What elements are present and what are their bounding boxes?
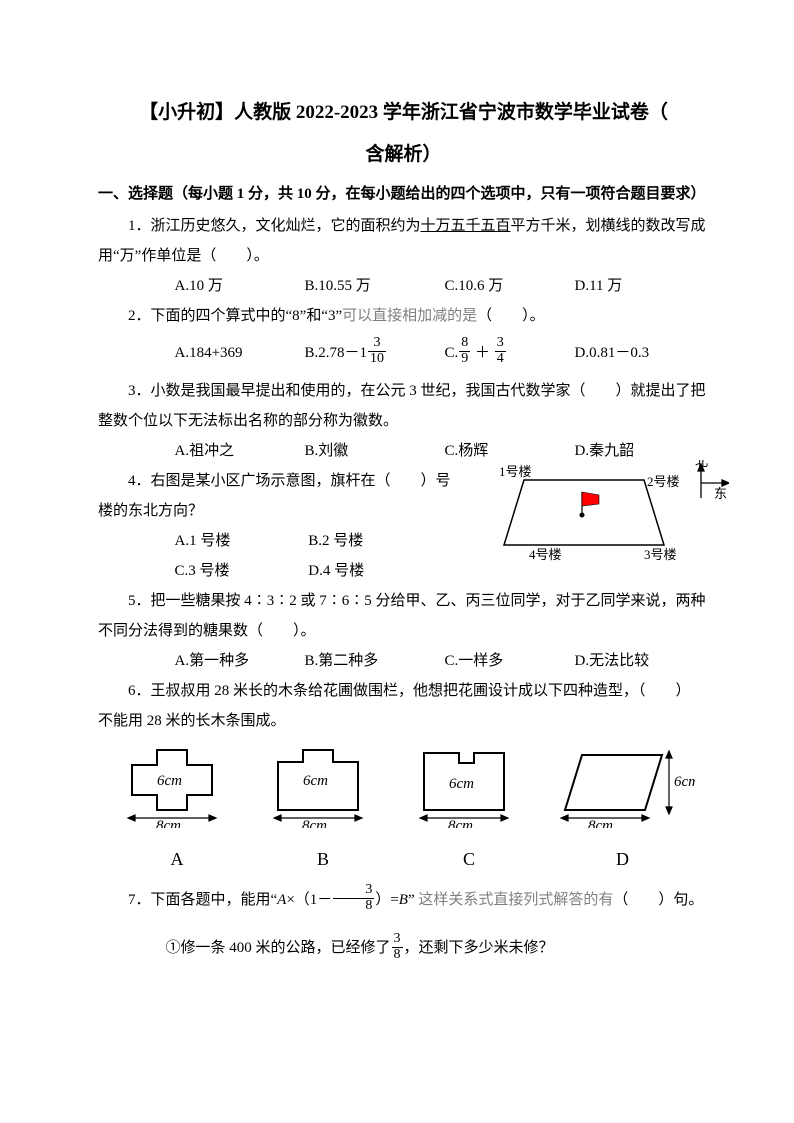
q5-options: A.第一种多 B.第二种多 C.一样多 D.无法比较 xyxy=(98,646,709,676)
q1-text-a: 1．浙江历史悠久，文化灿烂，它的面积约为 xyxy=(128,218,421,234)
compass-east: 东 xyxy=(714,486,727,501)
shape-a-label: A xyxy=(112,841,242,877)
q4-label-1: 1号楼 xyxy=(499,464,532,479)
q4-label-2: 2号楼 xyxy=(647,474,680,489)
shape-c-w: 8cm xyxy=(448,818,473,828)
frac-den: 8 xyxy=(333,899,374,914)
frac-num: 3 xyxy=(392,932,403,948)
q1-opt-c: C.10.6 万 xyxy=(445,271,575,301)
q5-opt-d: D.无法比较 xyxy=(575,646,675,676)
frac-num: 3 xyxy=(333,883,374,899)
q1-text-b: 平方千米，划横线的数改写成 xyxy=(511,218,706,234)
section-1-header: 一、选择题（每小题 1 分，共 10 分，在每小题给出的四个选项中，只有一项符合… xyxy=(98,179,709,211)
q2-options: A.184+369 B.2.78－1310 C.89 ＋ 34 D.0.81－0… xyxy=(98,331,709,376)
shape-c-h: 6cm xyxy=(449,776,474,792)
q6-shapes: 6cm 8cm A 6cm xyxy=(98,736,709,877)
q7-frac: 38 xyxy=(333,883,374,913)
q3-opt-b: B.刘徽 xyxy=(305,436,445,466)
q2-line1: 2．下面的四个算式中的“8”和“3”可以直接相加减的是（ ）。 xyxy=(98,301,709,331)
frac-den: 8 xyxy=(392,948,403,963)
q1-options: A.10 万 B.10.55 万 C.10.6 万 D.11 万 xyxy=(98,271,709,301)
q4-opt-a: A.1 号楼 xyxy=(175,526,305,556)
frac-den: 4 xyxy=(495,352,506,367)
q1-line2: 用“万”作单位是（ ）。 xyxy=(98,241,709,271)
q2-opt-b-frac: 310 xyxy=(368,336,386,366)
frac-num: 3 xyxy=(495,336,506,352)
q2-text-a: 2．下面的四个算式中的“8”和“3” xyxy=(128,308,342,324)
q7-A: A xyxy=(277,892,286,908)
q2-opt-c-frac2: 34 xyxy=(495,336,506,366)
q2-opt-c: C.89 ＋ 34 xyxy=(445,331,575,376)
q2-opt-b: B.2.78－1310 xyxy=(305,331,445,376)
q3-line2: 整数个位以下无法标出名称的部分称为徽数。 xyxy=(98,406,709,436)
q7-gray: 这样关系式直接列式解答的有 xyxy=(418,892,613,908)
q7-tb: ）= xyxy=(375,892,398,908)
q4-label-4: 4号楼 xyxy=(529,547,562,562)
q3-line1: 3．小数是我国最早提出和使用的，在公元 3 世纪，我国古代数学家（ ）就提出了把 xyxy=(98,376,709,406)
q1-line1: 1．浙江历史悠久，文化灿烂，它的面积约为十万五千五百平方千米，划横线的数改写成 xyxy=(98,211,709,241)
frac-num: 8 xyxy=(459,336,470,352)
q4-label-3: 3号楼 xyxy=(644,547,677,562)
shape-c: 6cm 8cm C xyxy=(404,740,534,877)
frac-den: 9 xyxy=(459,352,470,367)
q1-opt-d: D.11 万 xyxy=(575,271,675,301)
q4-opt-c: C.3 号楼 xyxy=(175,556,305,586)
q1-opt-a: A.10 万 xyxy=(175,271,305,301)
q2-opt-d: D.0.81－0.3 xyxy=(575,331,685,376)
q4-opt-b: B.2 号楼 xyxy=(308,526,438,556)
exam-title-line2: 含解析） xyxy=(98,137,709,173)
q5-opt-b: B.第二种多 xyxy=(305,646,445,676)
q2-opt-a: A.184+369 xyxy=(175,331,305,376)
q7-tc: ” xyxy=(408,892,418,908)
q2-opt-b-prefix: B.2.78－1 xyxy=(305,345,368,361)
q5-opt-a: A.第一种多 xyxy=(175,646,305,676)
q5-opt-c: C.一样多 xyxy=(445,646,575,676)
q2-opt-c-prefix: C. xyxy=(445,345,459,361)
q2-text-b: （ ）。 xyxy=(477,308,545,324)
q3-opt-a: A.祖冲之 xyxy=(175,436,305,466)
shape-b-w: 8cm xyxy=(302,818,327,828)
frac-den: 10 xyxy=(368,352,386,367)
q7-sub1-a: ①修一条 400 米的公路，已经修了 xyxy=(166,940,391,956)
q6-line2: 不能用 28 米的长木条围成。 xyxy=(98,706,709,736)
shape-d-h: 6cm xyxy=(674,774,695,790)
exam-title-line1: 【小升初】人教版 2022-2023 学年浙江省宁波市数学毕业试卷（ xyxy=(98,95,709,131)
q2-gray: 可以直接相加减的是 xyxy=(342,308,477,324)
q2-opt-c-frac1: 89 xyxy=(459,336,470,366)
shape-d-w: 8cm xyxy=(588,818,613,828)
shape-d: 6cm 8cm D xyxy=(550,740,695,877)
q7-sub1: ①修一条 400 米的公路，已经修了38，还剩下多少米未修？ xyxy=(98,933,709,964)
q7-mid: ×（1－ xyxy=(286,892,332,908)
shape-a: 6cm 8cm A xyxy=(112,740,242,877)
q7-sub1-b: ，还剩下多少米未修？ xyxy=(404,940,554,956)
shape-b-h: 6cm xyxy=(303,773,328,789)
shape-b-label: B xyxy=(258,841,388,877)
shape-c-label: C xyxy=(404,841,534,877)
q1-opt-b: B.10.55 万 xyxy=(305,271,445,301)
compass-north: 北 xyxy=(695,460,708,469)
q2-opt-c-plus: ＋ xyxy=(471,345,494,361)
q5-line2: 不同分法得到的糖果数（ ）。 xyxy=(98,616,709,646)
q4-opt-d: D.4 号楼 xyxy=(308,556,438,586)
shape-a-h: 6cm xyxy=(157,773,182,789)
q1-underlined: 十万五千五百 xyxy=(421,218,511,234)
q7-td: （ ）句。 xyxy=(613,892,703,908)
shape-d-label: D xyxy=(550,841,695,877)
frac-num: 3 xyxy=(368,336,386,352)
q7-B: B xyxy=(399,892,408,908)
q7-line1: 7．下面各题中，能用“A×（1－38）=B” 这样关系式直接列式解答的有（ ）句… xyxy=(98,885,709,916)
q7-ta: 7．下面各题中，能用“ xyxy=(128,892,277,908)
shape-b: 6cm 8cm B xyxy=(258,740,388,877)
q6-line1: 6．王叔叔用 28 米长的木条给花圃做围栏，他想把花圃设计成以下四种造型，（ ） xyxy=(98,676,709,706)
shape-a-w: 8cm xyxy=(156,818,181,828)
q4-diagram: 1号楼 2号楼 3号楼 4号楼 北 东 xyxy=(489,460,729,570)
q7-sub1-frac: 38 xyxy=(392,932,403,962)
q5-line1: 5．把一些糖果按 4∶3∶2 或 7∶6∶5 分给甲、乙、丙三位同学，对于乙同学… xyxy=(98,586,709,616)
